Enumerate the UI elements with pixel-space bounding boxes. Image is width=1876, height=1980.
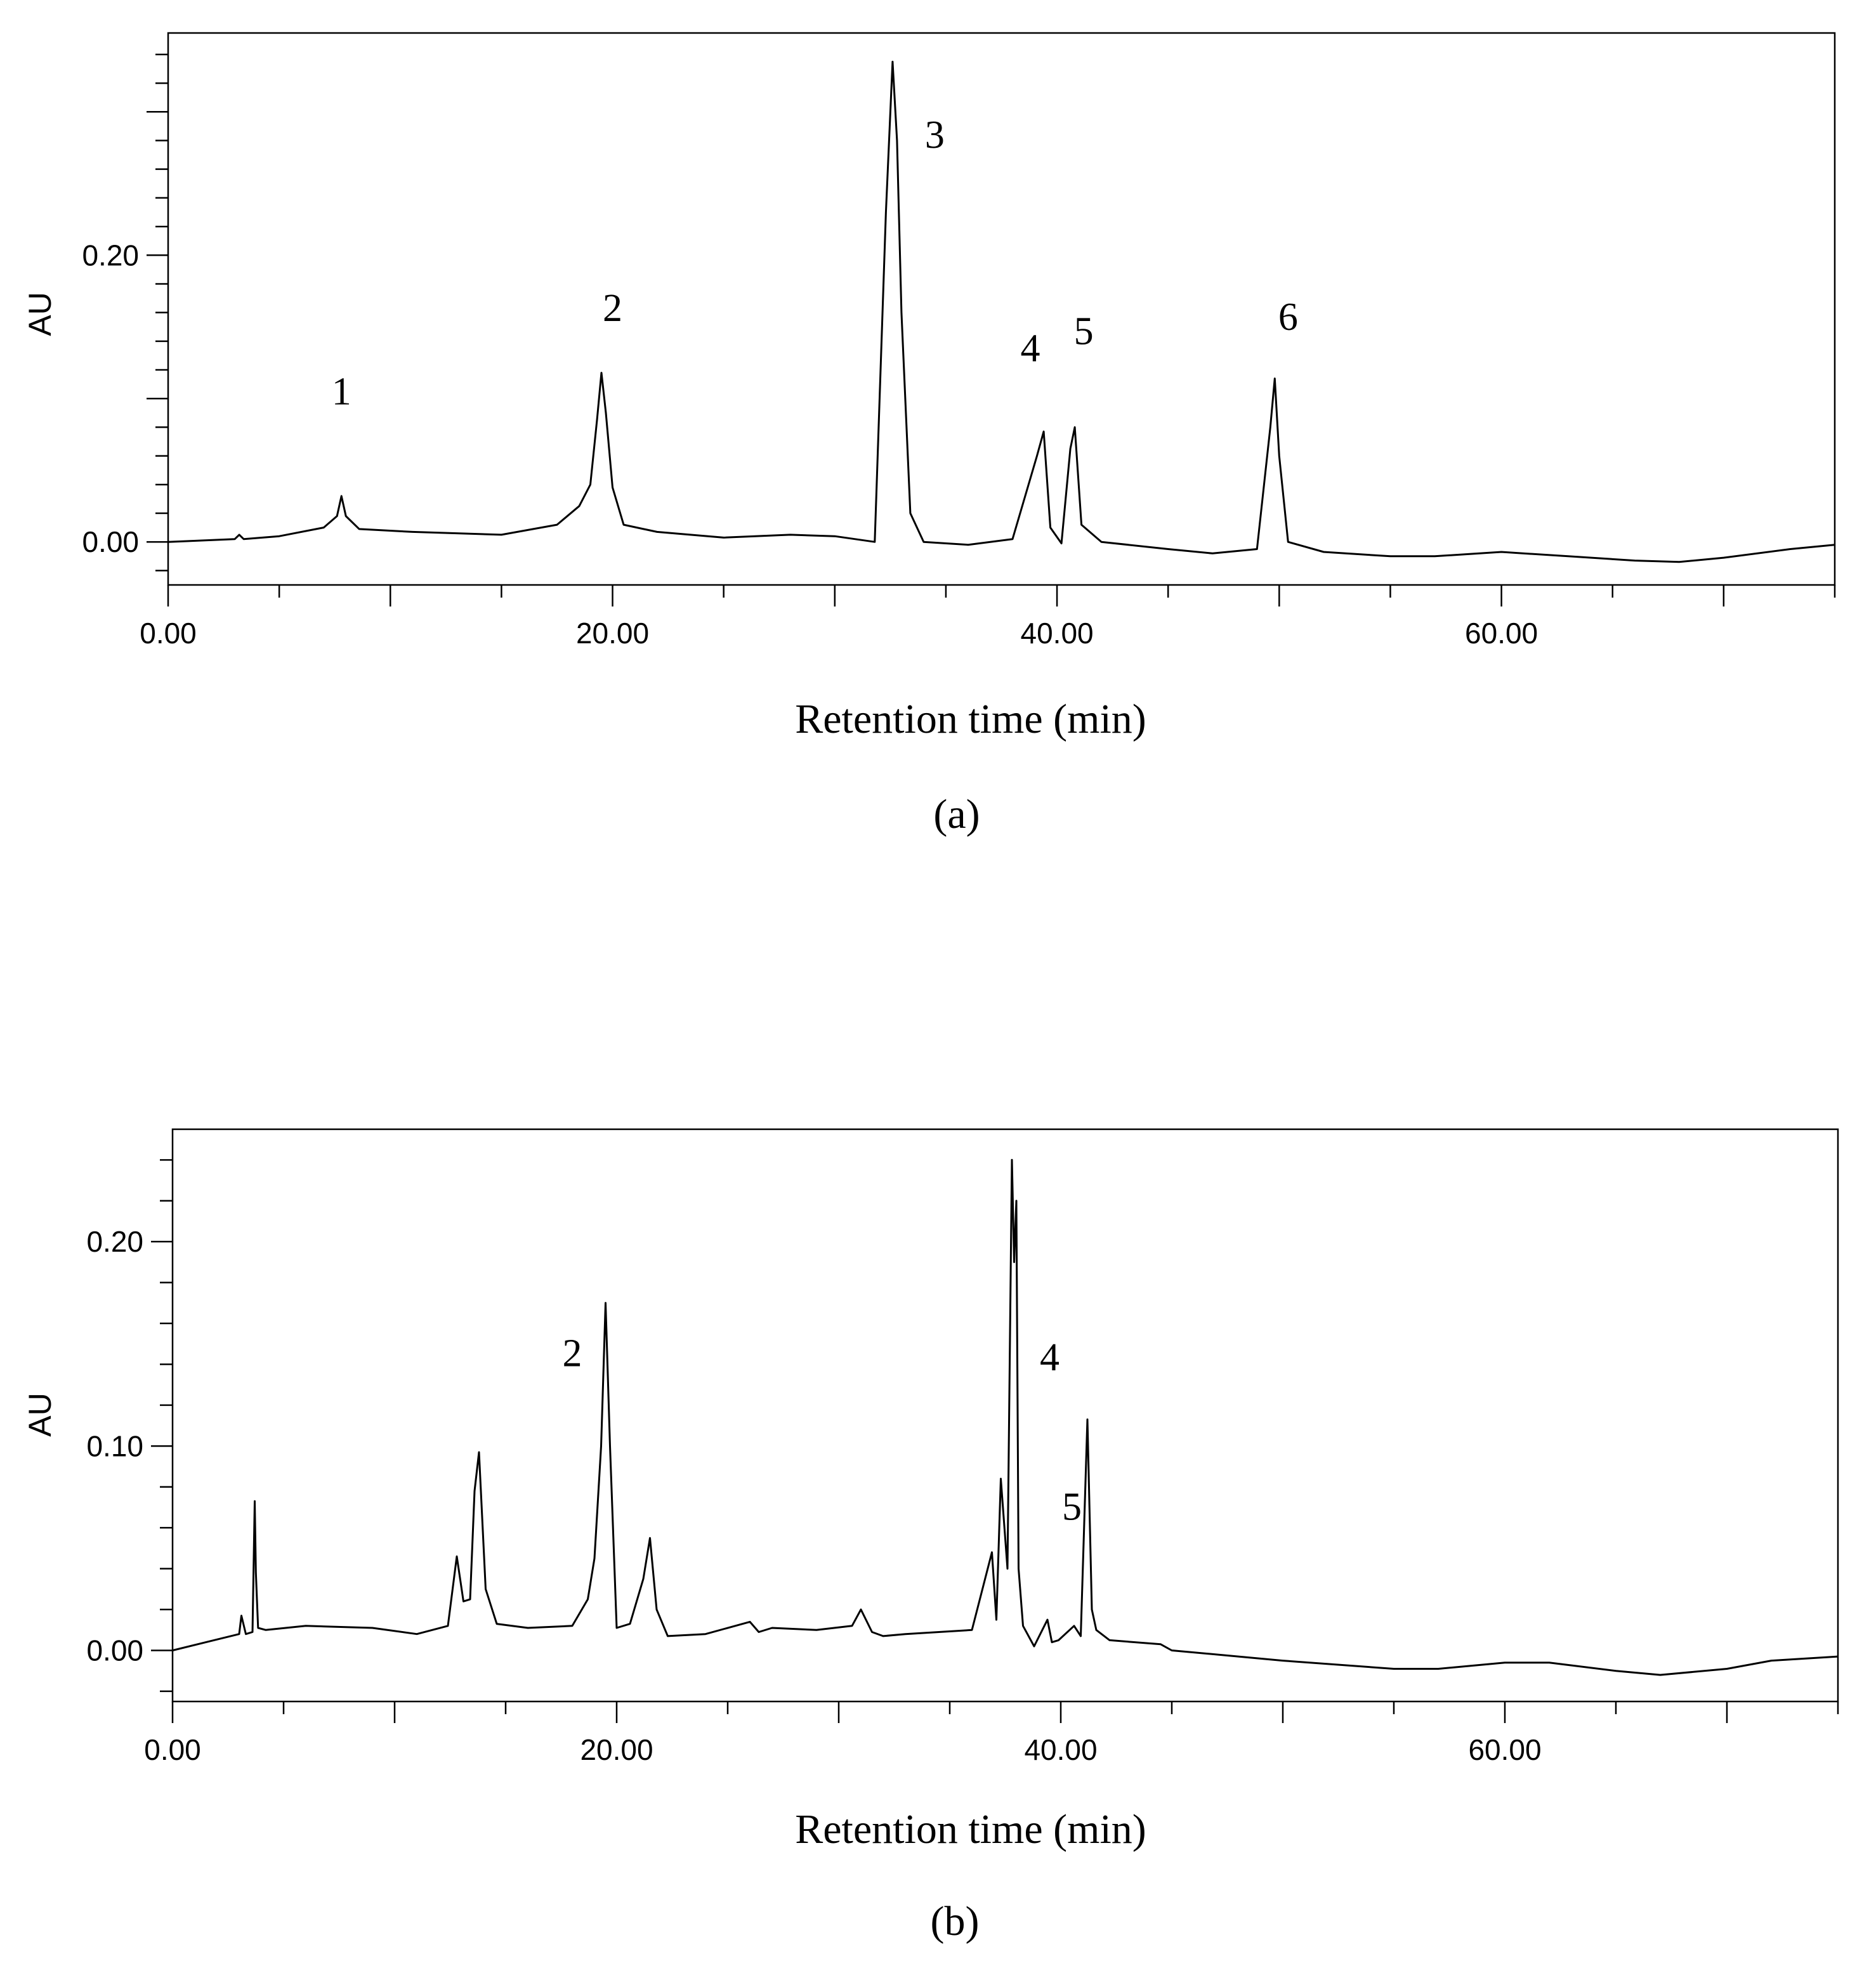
panel-caption: (b): [931, 1898, 980, 1944]
x-tick-label: 60.00: [1468, 1733, 1541, 1766]
ticks-layer: 0.00 20.00 40.00 60.00 0.00 0.20: [82, 53, 1836, 650]
x-tick-label: 0.00: [144, 1733, 201, 1766]
peak-label-6: 6: [1278, 296, 1298, 339]
panel-caption: (a): [933, 791, 980, 837]
chromatogram-trace-a: [167, 60, 1835, 563]
x-tick-label: 40.00: [1024, 1733, 1097, 1766]
chromatogram-trace-b: [172, 1158, 1839, 1676]
x-tick-label: 20.00: [576, 617, 649, 650]
y-tick-label: 0.00: [86, 1634, 143, 1667]
x-tick-label: 20.00: [580, 1733, 653, 1766]
peak-label-1: 1: [332, 370, 351, 413]
peak-label-3: 3: [925, 114, 945, 157]
chart-panel-a: 0.00 20.00 40.00 60.00 0.00 0.20 1 2 3 4 5 6 AU Re…: [22, 32, 1836, 837]
x-tick-label: 60.00: [1465, 617, 1538, 650]
peak-label-5: 5: [1074, 310, 1094, 353]
chart-panel-b: 0.00 20.00 40.00 60.00 0.00 0.10 0.20 2 4 5 AU R…: [22, 1128, 1839, 1944]
peak-label-2: 2: [603, 287, 622, 330]
y-tick-label: 0.10: [86, 1429, 143, 1462]
peak-label-4: 4: [1021, 327, 1040, 370]
y-axis-label: AU: [22, 292, 58, 336]
y-axis-label: AU: [22, 1393, 58, 1436]
x-axis-label: Retention time (min): [795, 696, 1146, 742]
y-tick-label: 0.00: [82, 525, 139, 558]
x-axis-label: Retention time (min): [795, 1806, 1146, 1852]
y-tick-label: 0.20: [82, 239, 139, 272]
peak-labels: 1 2 3 4 5 6: [332, 114, 1298, 413]
peak-label-2: 2: [563, 1332, 582, 1375]
peak-labels: 2 4 5: [563, 1332, 1082, 1529]
x-tick-label: 0.00: [140, 617, 197, 650]
plot-area-frame: [171, 1128, 1839, 1703]
peak-label-5: 5: [1062, 1485, 1082, 1528]
peak-label-4: 4: [1040, 1336, 1059, 1379]
y-tick-label: 0.20: [86, 1225, 143, 1258]
ticks-layer: 0.00 20.00 40.00 60.00 0.00 0.10 0.20: [86, 1159, 1839, 1766]
x-tick-label: 40.00: [1021, 617, 1094, 650]
plot-area-frame: [167, 32, 1836, 586]
